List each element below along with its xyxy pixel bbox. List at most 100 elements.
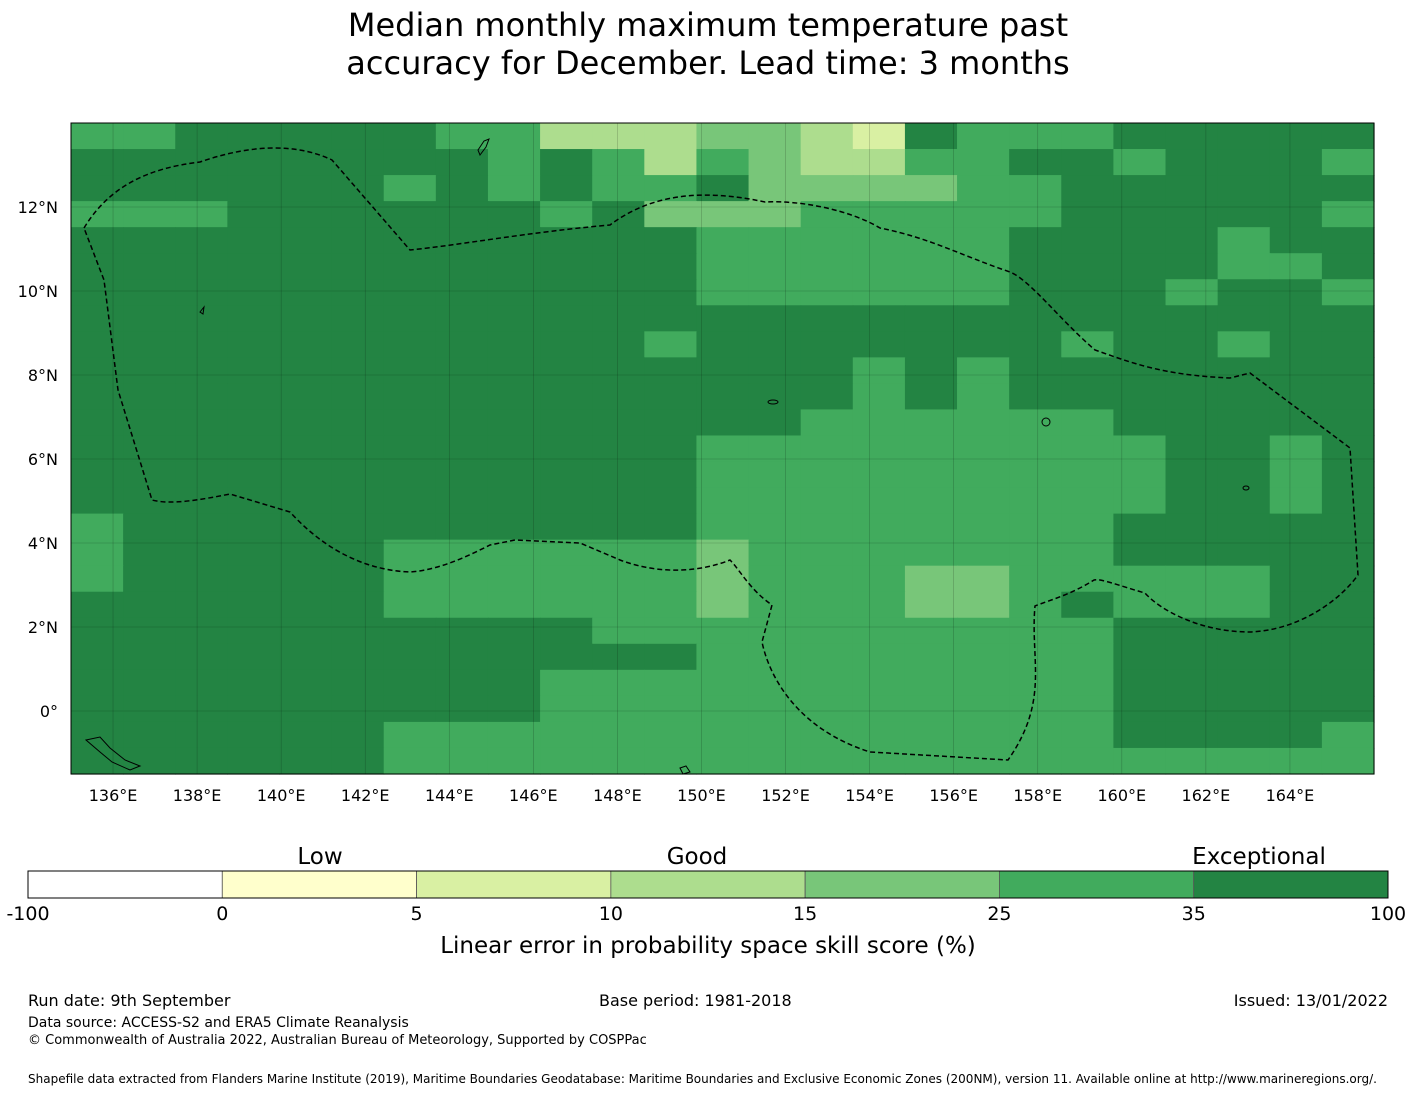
grid-cell	[331, 175, 385, 202]
grid-cell	[175, 513, 228, 541]
grid-cell	[957, 695, 1010, 723]
islands	[84, 138, 1250, 775]
grid-cell	[644, 435, 698, 463]
grid-cell	[1165, 513, 1219, 541]
grid-cell	[1217, 591, 1271, 619]
grid-cell	[123, 227, 176, 254]
grid-cell	[957, 747, 1010, 775]
category-label-good: Good	[667, 844, 728, 870]
grid-cell	[1061, 591, 1114, 619]
grid-cell	[800, 305, 854, 332]
grid-cell	[331, 305, 385, 332]
grid-cell	[331, 331, 385, 358]
grid-cell	[904, 617, 958, 645]
grid-cell	[175, 643, 228, 671]
grid-cell	[331, 383, 385, 411]
grid-cell	[1321, 539, 1375, 567]
grid-cell	[227, 513, 281, 541]
grid-cell	[957, 149, 1010, 176]
grid-cell	[1009, 695, 1062, 723]
grid-cell	[1113, 201, 1167, 228]
grid-cell	[1321, 695, 1375, 723]
grid-cell	[644, 409, 698, 437]
grid-cell	[1061, 721, 1114, 749]
grid-cell	[852, 357, 906, 384]
grid-cell	[1269, 669, 1323, 697]
grid-cell	[1321, 617, 1375, 645]
grid-cell	[435, 435, 489, 463]
grid-cell	[435, 175, 489, 202]
latitude-tick-label: 10°N	[18, 282, 58, 301]
grid-cell	[175, 227, 228, 254]
grid-cell	[800, 539, 854, 567]
grid-cell	[748, 149, 802, 176]
grid-cell	[1061, 149, 1114, 176]
grid-cell	[592, 721, 645, 749]
grid-cell	[957, 253, 1010, 280]
grid-cell	[957, 279, 1010, 306]
grid-cell	[175, 357, 228, 384]
grid-cell	[644, 357, 698, 384]
grid-cell	[279, 435, 333, 463]
grid-cell	[852, 123, 906, 150]
grid-cell	[1009, 253, 1062, 280]
grid-cell	[748, 539, 802, 567]
grid-cell	[1009, 643, 1062, 671]
longitude-tick-label: 150°E	[677, 786, 726, 805]
grid-cell	[800, 591, 854, 619]
latitude-tick-label: 8°N	[28, 366, 58, 385]
grid-cell	[71, 253, 124, 280]
grid-cell	[435, 591, 489, 619]
grid-cell	[696, 305, 750, 332]
grid-cell	[957, 487, 1010, 515]
grid-cell	[123, 513, 176, 541]
grid-cell	[1061, 357, 1114, 384]
grid-cell	[487, 747, 541, 775]
grid-cell	[175, 279, 228, 306]
grid-cell	[1321, 201, 1375, 228]
grid-cell	[1269, 487, 1323, 515]
grid-cell	[1321, 461, 1375, 489]
category-label-exceptional: Exceptional	[1192, 844, 1326, 870]
grid-cell	[644, 149, 698, 176]
grid-cell	[123, 253, 176, 280]
grid-cell	[1217, 227, 1271, 254]
grid-cell	[227, 357, 281, 384]
grid-cell	[800, 227, 854, 254]
grid-cell	[1113, 279, 1167, 306]
grid-cell	[540, 461, 593, 489]
grid-cell	[852, 617, 906, 645]
grid-cell	[487, 149, 541, 176]
grid-cell	[1009, 669, 1062, 697]
grid-cell	[331, 435, 385, 463]
grid-cell	[487, 201, 541, 228]
grid-cell	[1009, 331, 1062, 358]
grid-cell	[1217, 357, 1271, 384]
grid-cell	[123, 175, 176, 202]
grid-cell	[800, 565, 854, 593]
grid-cell	[1165, 669, 1219, 697]
grid-cell	[800, 331, 854, 358]
grid-cell	[123, 331, 176, 358]
grid-cell	[644, 175, 698, 202]
grid-cell	[540, 383, 593, 411]
shapefile-credit: Shapefile data extracted from Flanders M…	[28, 1072, 1377, 1086]
grid-cell	[123, 539, 176, 567]
grid-cell	[175, 747, 228, 775]
grid-cell	[800, 721, 854, 749]
grid-cell	[227, 409, 281, 437]
grid-cell	[435, 487, 489, 515]
chart-title: Median monthly maximum temperature past …	[0, 6, 1416, 82]
grid-cell	[1165, 357, 1219, 384]
grid-cell	[123, 383, 176, 411]
grid-cell	[383, 513, 437, 541]
grid-cell	[540, 539, 593, 567]
grid-cell	[1217, 747, 1271, 775]
grid-cell	[227, 617, 281, 645]
grid-cell	[1165, 227, 1219, 254]
grid-cell	[435, 669, 489, 697]
grid-cell	[1217, 565, 1271, 593]
grid-cell	[279, 695, 333, 723]
grid-cell	[487, 227, 541, 254]
grid-cell	[904, 565, 958, 593]
